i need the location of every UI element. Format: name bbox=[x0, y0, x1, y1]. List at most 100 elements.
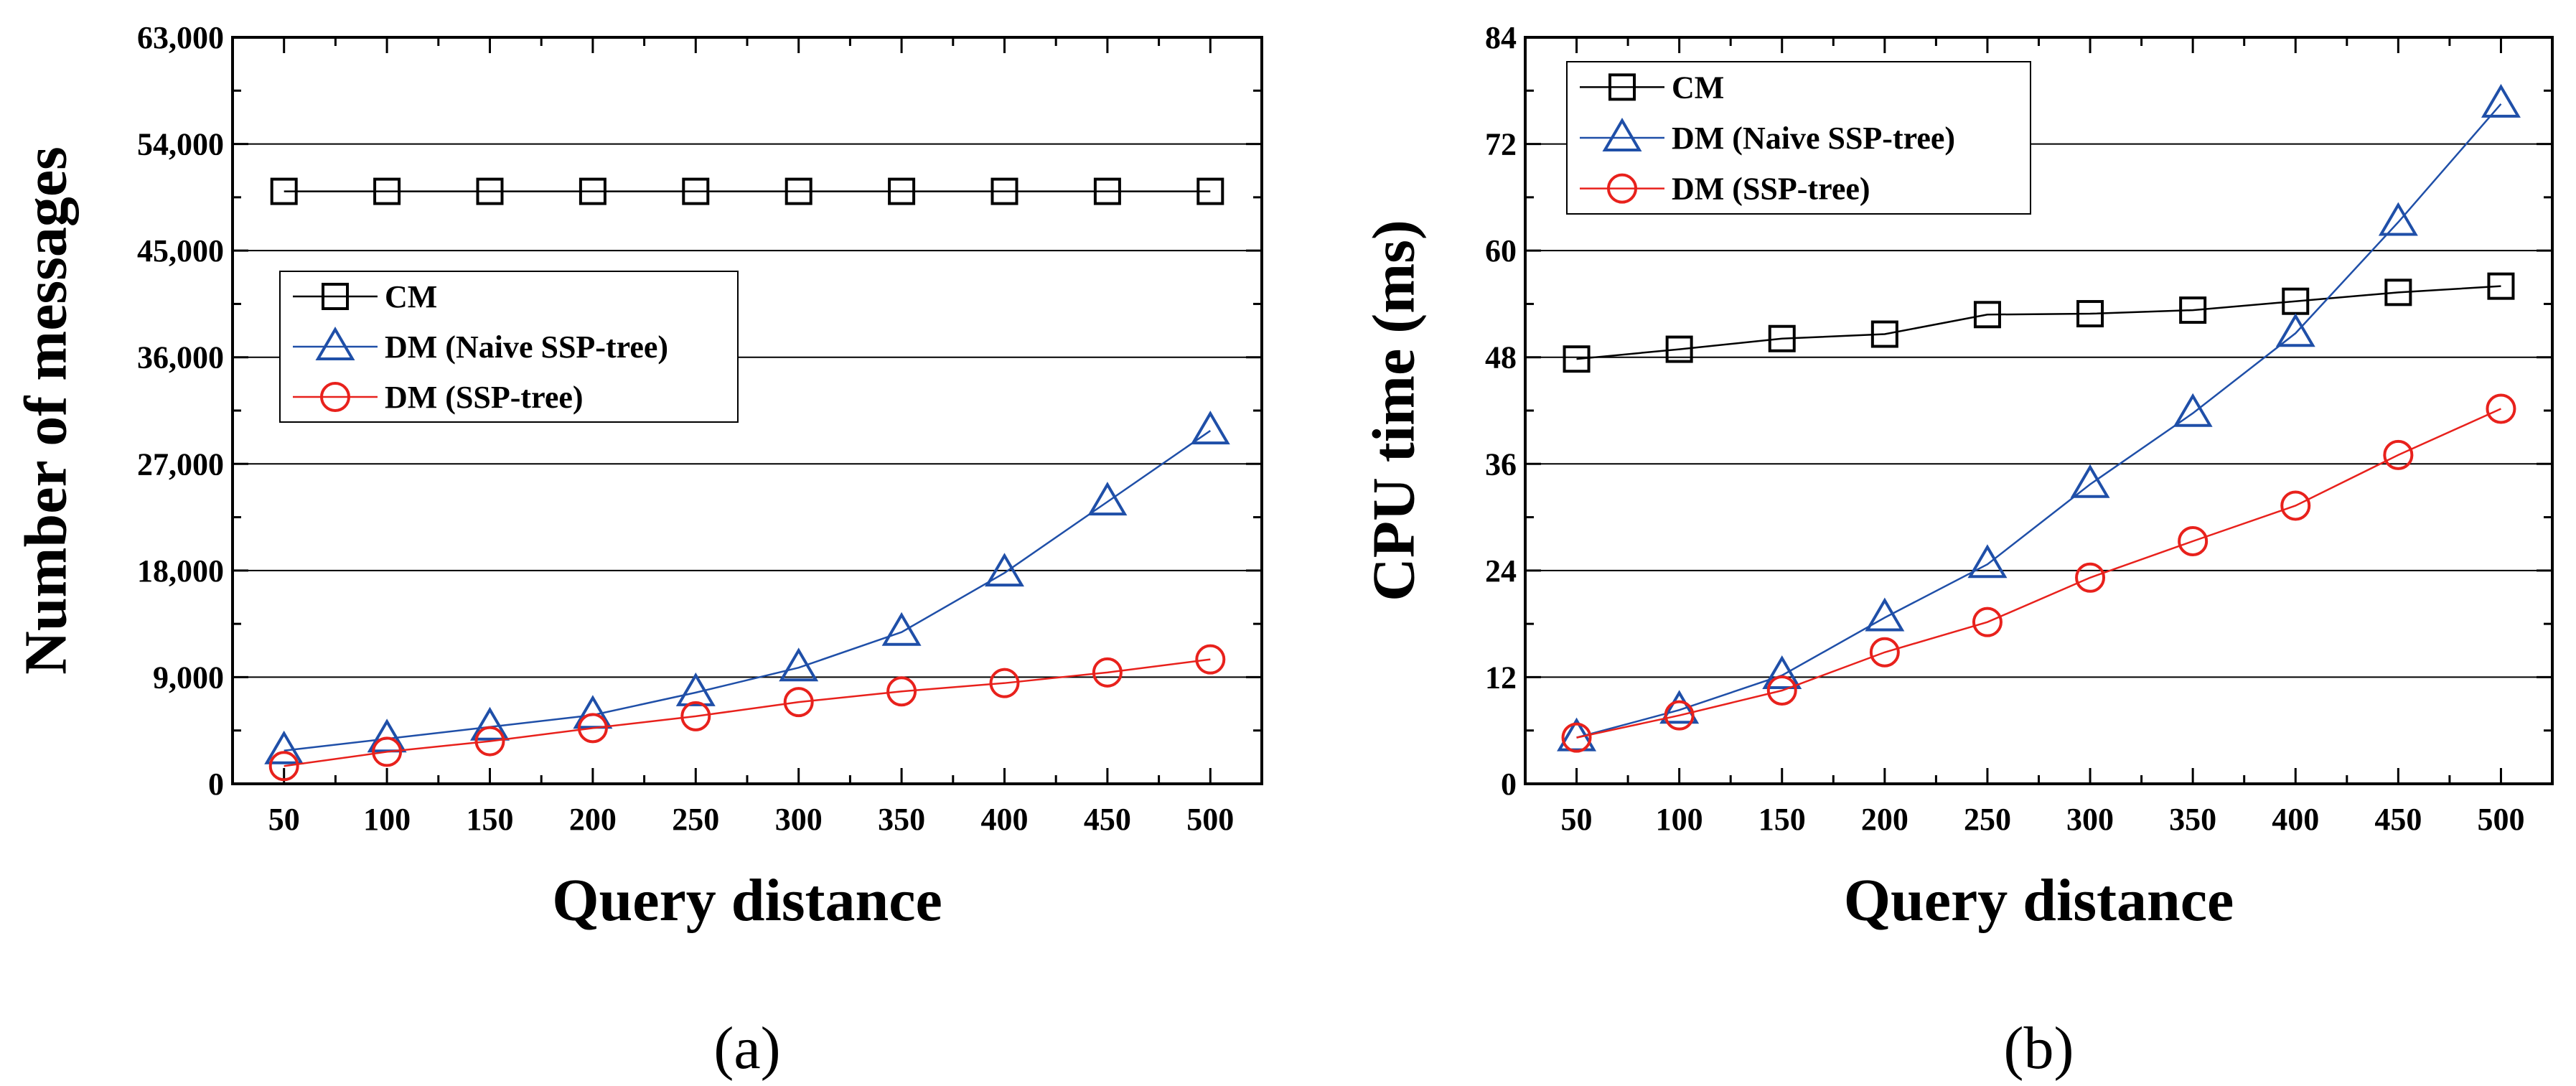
data-point-circle bbox=[2486, 393, 2516, 424]
legend-marker-circle bbox=[1607, 173, 1637, 204]
data-point-circle bbox=[1869, 637, 1900, 668]
legend-label: DM (Naive SSP-tree) bbox=[385, 329, 668, 365]
x-tick-label: 300 bbox=[2066, 802, 2114, 837]
plot-frame bbox=[1524, 36, 2554, 785]
legend-marker-triangle bbox=[1602, 118, 1642, 151]
data-point-square bbox=[476, 177, 504, 205]
data-point-circle bbox=[474, 726, 505, 757]
data-point-circle bbox=[2280, 490, 2311, 521]
x-tick-label: 200 bbox=[1861, 802, 1908, 837]
x-tick-label: 350 bbox=[2169, 802, 2216, 837]
x-tick-label: 450 bbox=[2374, 802, 2422, 837]
y-axis-title: CPU time (ms) bbox=[1360, 220, 1427, 601]
y-tick-label: 45,000 bbox=[137, 233, 224, 268]
plot-frame bbox=[231, 36, 1263, 785]
data-point-square bbox=[1870, 320, 1898, 348]
y-tick-label: 12 bbox=[1485, 660, 1517, 695]
data-point-triangle bbox=[1659, 690, 1700, 724]
legend-marker-square bbox=[1608, 73, 1636, 101]
data-point-square bbox=[1093, 177, 1121, 205]
chart-panel-a: 0 9,000 18,000 27,000 36,000 45,000 54,000 63,0… bbox=[12, 20, 1263, 1082]
legend-label: DM (SSP-tree) bbox=[1672, 172, 1870, 207]
data-point-circle bbox=[680, 701, 711, 731]
data-point-square bbox=[1665, 335, 1693, 363]
data-point-circle bbox=[783, 687, 814, 718]
data-point-triangle bbox=[1087, 482, 1128, 516]
data-point-triangle bbox=[985, 553, 1024, 587]
data-point-circle bbox=[1092, 657, 1123, 688]
y-tick-label: 24 bbox=[1485, 553, 1517, 589]
data-point-square bbox=[1563, 345, 1591, 373]
data-point-circle bbox=[2178, 526, 2209, 556]
y-tick-label: 84 bbox=[1485, 20, 1517, 55]
y-tick-label: 60 bbox=[1485, 233, 1517, 268]
data-point-square bbox=[888, 177, 916, 205]
data-point-triangle bbox=[470, 706, 510, 741]
data-point-square bbox=[784, 177, 812, 205]
y-tick-label: 36,000 bbox=[137, 340, 224, 375]
y-tick-label: 9,000 bbox=[153, 660, 224, 695]
series-line bbox=[1576, 103, 2502, 739]
data-point-square bbox=[2487, 272, 2515, 300]
data-point-triangle bbox=[2070, 464, 2110, 498]
x-tick-label: 150 bbox=[467, 802, 514, 837]
data-point-circle bbox=[372, 736, 403, 767]
series-line bbox=[284, 430, 1212, 752]
x-tick-label: 200 bbox=[569, 802, 617, 837]
data-point-circle bbox=[2075, 562, 2106, 593]
x-tick-label: 250 bbox=[1964, 802, 2011, 837]
x-tick-label: 150 bbox=[1758, 802, 1806, 837]
data-point-square bbox=[373, 177, 401, 205]
data-point-circle bbox=[886, 676, 917, 707]
legend-label: DM (SSP-tree) bbox=[385, 380, 584, 415]
data-point-triangle bbox=[2275, 313, 2315, 347]
x-tick-label: 400 bbox=[981, 802, 1029, 837]
y-tick-label: 0 bbox=[1501, 767, 1517, 802]
data-point-triangle bbox=[881, 612, 922, 646]
y-tick-label: 48 bbox=[1485, 340, 1517, 375]
data-point-triangle bbox=[2378, 202, 2418, 236]
series-line bbox=[1576, 408, 2501, 739]
legend: CM DM (Naive SSP-tree) DM (SSP-tree) bbox=[279, 271, 739, 423]
chart-panel-b: 0 12 24 36 48 60 72 84 50 100 150 200 250 300 350 400 45… bbox=[1360, 20, 2554, 1082]
x-axis-title: Query distance bbox=[1844, 867, 2234, 934]
data-point-square bbox=[270, 177, 298, 205]
x-tick-label: 500 bbox=[1186, 802, 1234, 837]
y-tick-label: 18,000 bbox=[137, 553, 224, 589]
data-point-triangle bbox=[2173, 393, 2213, 427]
data-point-triangle bbox=[1865, 597, 1905, 632]
data-point-circle bbox=[1561, 722, 1592, 753]
data-point-triangle bbox=[675, 672, 716, 706]
x-tick-label: 500 bbox=[2477, 802, 2524, 837]
x-tick-label: 50 bbox=[1561, 802, 1593, 837]
data-point-square bbox=[2384, 278, 2412, 306]
legend-label: DM (Naive SSP-tree) bbox=[1672, 121, 1955, 156]
legend-marker-circle bbox=[320, 382, 350, 412]
panel-label: (b) bbox=[2004, 1015, 2074, 1082]
x-tick-label: 400 bbox=[2272, 802, 2319, 837]
data-point-square bbox=[579, 177, 606, 205]
x-axis-title: Query distance bbox=[552, 867, 942, 934]
x-tick-label: 50 bbox=[268, 802, 300, 837]
data-point-circle bbox=[1972, 607, 2003, 637]
data-point-circle bbox=[1664, 700, 1695, 731]
panel-label: (a) bbox=[713, 1015, 780, 1082]
x-tick-label: 100 bbox=[363, 802, 411, 837]
legend: CM DM (Naive SSP-tree) DM (SSP-tree) bbox=[1566, 61, 2031, 215]
data-point-triangle bbox=[2481, 83, 2521, 118]
y-tick-label: 36 bbox=[1485, 446, 1517, 482]
data-point-square bbox=[990, 177, 1018, 205]
x-tick-label: 350 bbox=[878, 802, 925, 837]
data-point-triangle bbox=[264, 730, 304, 764]
series-line bbox=[284, 658, 1211, 767]
data-point-square bbox=[682, 177, 710, 205]
data-point-circle bbox=[2383, 439, 2414, 470]
series-line bbox=[1576, 285, 2501, 360]
data-point-circle bbox=[577, 713, 608, 744]
data-point-circle bbox=[1195, 644, 1226, 675]
x-tick-label: 300 bbox=[775, 802, 823, 837]
y-tick-label: 54,000 bbox=[137, 127, 224, 162]
y-tick-label: 27,000 bbox=[137, 446, 224, 482]
x-tick-label: 250 bbox=[672, 802, 719, 837]
